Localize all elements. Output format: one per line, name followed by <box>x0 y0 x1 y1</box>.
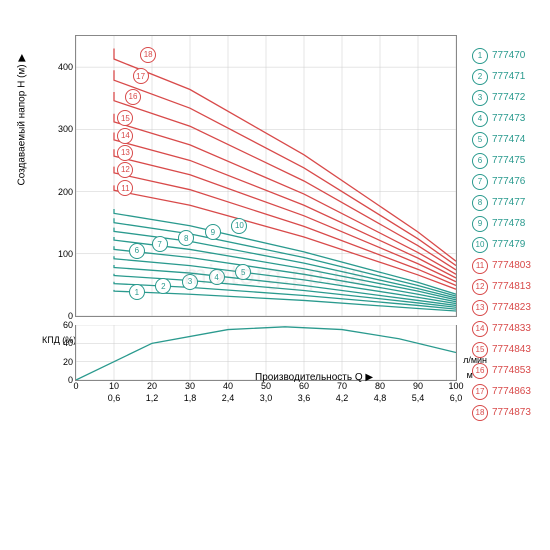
chart-area: 1234567891011121314151617180100200300400… <box>75 35 455 385</box>
legend-item: 18 7774873 <box>472 402 542 423</box>
legend-item: 10 777479 <box>472 234 542 255</box>
legend-code: 777471 <box>492 71 525 82</box>
y-tick: 200 <box>58 187 76 197</box>
x-tick-m3h: 3,6 <box>298 380 311 403</box>
kpd-tick: 40 <box>63 338 76 348</box>
legend-item: 15 7774843 <box>472 339 542 360</box>
curve-marker: 3 <box>182 274 198 290</box>
head-curve-chart: 1234567891011121314151617180100200300400 <box>75 35 457 317</box>
legend-code: 777473 <box>492 113 525 124</box>
legend-marker: 1 <box>472 48 488 64</box>
legend-code: 7774843 <box>492 344 531 355</box>
x-tick-lmin: 0 <box>73 380 78 391</box>
y-axis-label: Создаваемый напор H (м) ▶ <box>17 54 28 186</box>
legend-marker: 17 <box>472 384 488 400</box>
curve-marker: 18 <box>140 47 156 63</box>
legend-item: 2 777471 <box>472 66 542 87</box>
legend-marker: 18 <box>472 405 488 421</box>
legend-marker: 3 <box>472 90 488 106</box>
curve-marker: 12 <box>117 162 133 178</box>
x-axis-label: Производительность Q ▶ <box>255 372 373 383</box>
legend-code: 777475 <box>492 155 525 166</box>
legend-item: 9 777478 <box>472 213 542 234</box>
legend-item: 5 777474 <box>472 129 542 150</box>
legend-marker: 4 <box>472 111 488 127</box>
legend-item: 17 7774863 <box>472 381 542 402</box>
legend-marker: 5 <box>472 132 488 148</box>
curve-marker: 15 <box>117 110 133 126</box>
legend-marker: 14 <box>472 321 488 337</box>
x-tick-m3h: 1,8 <box>184 380 197 403</box>
kpd-tick: 60 <box>63 320 76 330</box>
legend-code: 7774813 <box>492 281 531 292</box>
x-tick-m3h: 6,0 <box>450 380 463 403</box>
legend-code: 777472 <box>492 92 525 103</box>
legend-code: 777479 <box>492 239 525 250</box>
curve-marker: 16 <box>125 89 141 105</box>
legend-item: 3 777472 <box>472 87 542 108</box>
legend-marker: 8 <box>472 195 488 211</box>
legend-marker: 12 <box>472 279 488 295</box>
legend-item: 7 777476 <box>472 171 542 192</box>
x-tick-m3h: 4,2 <box>336 380 349 403</box>
curve-marker: 1 <box>129 284 145 300</box>
legend-item: 6 777475 <box>472 150 542 171</box>
legend-item: 16 7774853 <box>472 360 542 381</box>
legend-code: 777478 <box>492 218 525 229</box>
x-tick-m3h: 5,4 <box>412 380 425 403</box>
legend-code: 777476 <box>492 176 525 187</box>
legend-marker: 6 <box>472 153 488 169</box>
y-tick: 100 <box>58 249 76 259</box>
curve-marker: 7 <box>152 236 168 252</box>
legend-code: 7774823 <box>492 302 531 313</box>
legend-marker: 2 <box>472 69 488 85</box>
x-tick-m3h: 3,0 <box>260 380 273 403</box>
curve-marker: 13 <box>117 145 133 161</box>
curve-marker: 4 <box>209 269 225 285</box>
legend-marker: 9 <box>472 216 488 232</box>
legend-code: 7774803 <box>492 260 531 271</box>
legend-item: 14 7774833 <box>472 318 542 339</box>
legend-item: 1 777470 <box>472 45 542 66</box>
legend-code: 7774863 <box>492 386 531 397</box>
legend-marker: 10 <box>472 237 488 253</box>
legend-marker: 7 <box>472 174 488 190</box>
x-tick-m3h: 2,4 <box>222 380 235 403</box>
legend-item: 12 7774813 <box>472 276 542 297</box>
curve-marker: 17 <box>133 68 149 84</box>
x-tick-m3h: 4,8 <box>374 380 387 403</box>
legend-code: 777474 <box>492 134 525 145</box>
curve-marker: 14 <box>117 128 133 144</box>
legend-item: 11 7774803 <box>472 255 542 276</box>
legend: 1 777470 2 777471 3 777472 4 777473 5 777474 6 7774… <box>472 45 542 423</box>
legend-marker: 13 <box>472 300 488 316</box>
curve-marker: 2 <box>155 278 171 294</box>
x-tick-m3h: 1,2 <box>146 380 159 403</box>
curve-marker: 11 <box>117 180 133 196</box>
legend-code: 7774833 <box>492 323 531 334</box>
legend-item: 13 7774823 <box>472 297 542 318</box>
legend-code: 7774873 <box>492 407 531 418</box>
legend-item: 8 777477 <box>472 192 542 213</box>
curve-marker: 6 <box>129 243 145 259</box>
curve-marker: 9 <box>205 224 221 240</box>
kpd-tick: 20 <box>63 357 76 367</box>
y-tick: 300 <box>58 124 76 134</box>
legend-marker: 16 <box>472 363 488 379</box>
x-tick-m3h: 0,6 <box>108 380 121 403</box>
legend-marker: 11 <box>472 258 488 274</box>
legend-marker: 15 <box>472 342 488 358</box>
legend-code: 777470 <box>492 50 525 61</box>
curve-marker: 5 <box>235 264 251 280</box>
legend-code: 7774853 <box>492 365 531 376</box>
legend-item: 4 777473 <box>472 108 542 129</box>
y-tick: 400 <box>58 62 76 72</box>
curve-marker: 10 <box>231 218 247 234</box>
curve-marker: 8 <box>178 230 194 246</box>
legend-code: 777477 <box>492 197 525 208</box>
